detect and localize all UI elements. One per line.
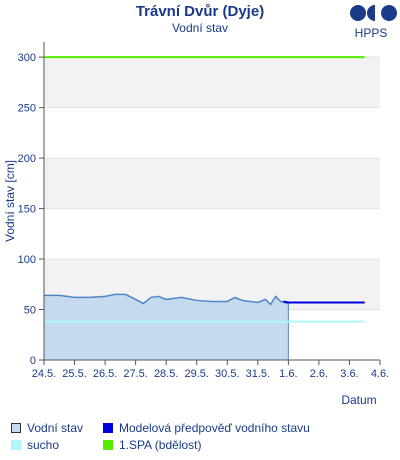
y-tick-label: 50: [24, 305, 36, 317]
legend-swatch-forecast: [103, 423, 113, 433]
x-tick-label: 24.5.: [32, 368, 56, 380]
legend-label-sucho: sucho: [27, 438, 60, 452]
x-tick-label: 29.5.: [184, 368, 208, 380]
legend-swatch-spa1: [103, 440, 113, 450]
x-tick-label: 3.6.: [340, 368, 358, 380]
y-tick-label: 200: [18, 153, 36, 165]
x-tick-label: 4.6.: [371, 368, 389, 380]
x-tick-label: 31.5.: [246, 368, 270, 380]
legend-item-measured: Vodní stav: [11, 421, 83, 435]
chart-subtitle: Vodní stav: [171, 21, 229, 35]
legend-swatch-sucho: [11, 440, 21, 450]
y-tick-label: 150: [18, 204, 36, 216]
legend-item-forecast: Modelová předpověď vodního stavu: [103, 421, 310, 435]
legend-swatch-measured: [11, 423, 21, 433]
y-axis-title: Vodní stav [cm]: [3, 160, 17, 242]
y-tick-label: 100: [18, 254, 36, 266]
x-tick-label: 28.5.: [154, 368, 178, 380]
hpps-logo-text: HPPS: [354, 26, 388, 40]
x-tick-label: 2.6.: [310, 368, 328, 380]
x-tick-label: 27.5.: [123, 368, 147, 380]
series-line-vodni-stav: [44, 293, 289, 306]
hpps-logo-mark: [350, 5, 397, 21]
y-tick-label: 300: [18, 52, 36, 64]
legend-item-spa1: 1.SPA (bdělost): [103, 438, 202, 452]
hpps-logo: HPPS: [346, 4, 400, 42]
x-tick-label: 25.5.: [62, 368, 86, 380]
series-area-vodni-stav: [44, 294, 289, 360]
legend-item-sucho: sucho: [11, 438, 59, 452]
legend-label-spa1: 1.SPA (bdělost): [119, 438, 202, 452]
y-tick-label: 250: [18, 103, 36, 115]
series-line-forecast: [283, 300, 365, 304]
x-tick-label: 26.5.: [93, 368, 117, 380]
legend-label-measured: Vodní stav: [27, 421, 84, 435]
x-tick-label: 1.6.: [279, 368, 297, 380]
legend-label-forecast: Modelová předpověď vodního stavu: [119, 421, 310, 435]
plot-band: [44, 158, 380, 209]
x-axis-title: Datum: [341, 393, 376, 407]
y-tick-label: 0: [30, 355, 36, 367]
x-tick-label: 30.5.: [215, 368, 239, 380]
plot-band: [44, 57, 380, 108]
chart-title: Trávní Dvůr (Dyje): [135, 3, 265, 20]
